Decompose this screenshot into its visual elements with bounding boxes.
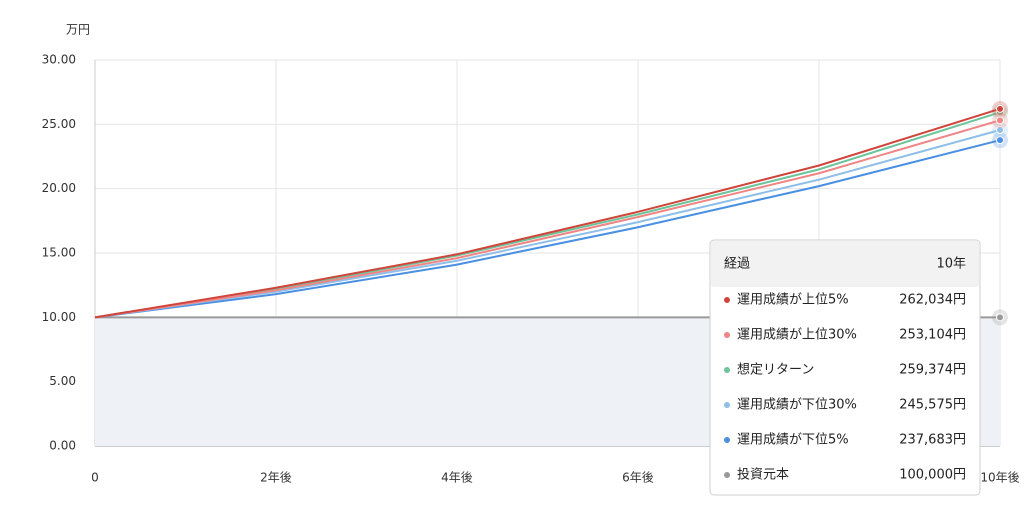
line [94,107,1001,319]
tooltip-name: 運用成績が上位5% [737,293,849,308]
end-point [996,313,1004,322]
tooltip-value: 100,000円 [899,468,966,483]
x-tick-label: 6年後 [622,471,654,485]
tooltip-header: 経過 [724,257,750,272]
tooltip-dot [724,402,730,408]
tooltip-header-bg [711,241,979,287]
end-point [996,104,1004,113]
tooltip-name: 運用成績が下位30% [737,398,857,413]
tooltip-value: 237,683円 [899,433,966,448]
end-point [996,126,1004,135]
x-tick-label: 4年後 [441,471,473,485]
end-point [996,116,1004,125]
y-tick-label: 30.00 [42,53,76,67]
tooltip-value: 253,104円 [899,328,966,343]
tooltip-x-label: 10年 [936,257,966,272]
tooltip-value: 262,034円 [899,293,966,308]
tooltip-dot [724,367,730,373]
tooltip-dot [724,332,730,338]
tooltip-value: 259,374円 [899,363,966,378]
x-tick-label: 0 [91,471,99,485]
tooltip-value: 245,575円 [899,398,966,413]
y-tick-label: 15.00 [42,246,76,260]
y-tick-label: 20.00 [42,181,76,195]
y-unit: 万円 [66,23,90,37]
x-tick-label: 2年後 [260,471,292,485]
tooltip-name: 運用成績が上位30% [737,328,857,343]
tooltip-name: 投資元本 [737,467,789,483]
tooltip-name: 想定リターン [737,362,814,378]
tooltip-dot [724,297,730,303]
y-tick-label: 10.00 [42,310,76,324]
tooltip-box [709,239,981,496]
y-tick-label: 25.00 [42,117,76,131]
line [94,129,1001,319]
tooltip-dot [724,472,730,478]
tooltip-name: 運用成績が下位5% [737,433,849,448]
x-tick-label: 10年後 [980,471,1019,485]
y-tick-label: 0.00 [49,439,76,453]
line [94,139,1001,319]
tooltip-dot [724,437,730,443]
line [94,119,1001,319]
end-point [996,136,1004,145]
line [94,111,1001,319]
y-tick-label: 5.00 [49,374,76,388]
